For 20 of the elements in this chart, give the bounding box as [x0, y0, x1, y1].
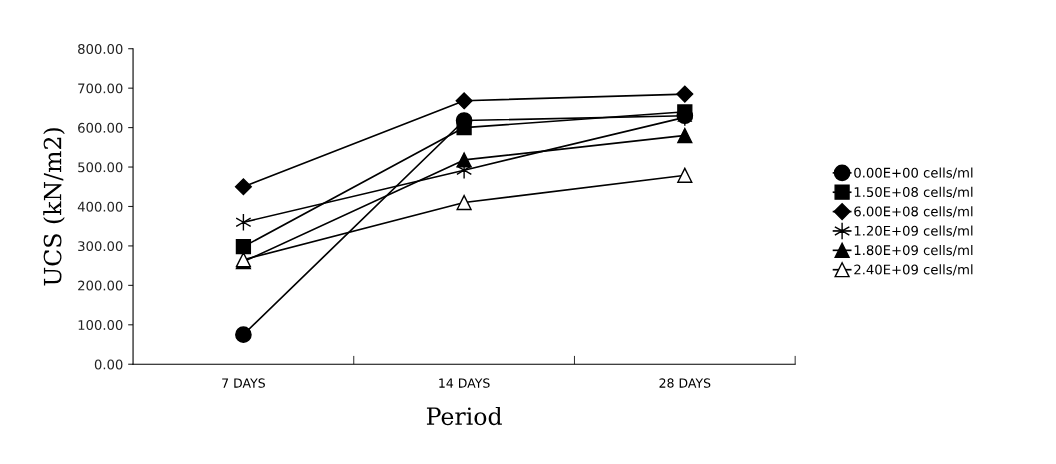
legend-label: 1.20E+09 cells/ml	[854, 225, 973, 237]
y-tick-label: 300.00	[78, 241, 123, 252]
legend-label: 6.00E+08 cells/ml	[854, 206, 973, 218]
y-tick-label: 200.00	[78, 280, 123, 291]
x-tick-label: 7 DAYS	[222, 378, 265, 388]
y-tick-label: 400.00	[77, 201, 123, 212]
x-tick-label: 28 DAYS	[659, 378, 711, 388]
y-tick-label: 100.00	[78, 320, 123, 330]
y-tick-label: 500.00	[78, 162, 123, 173]
y-tick-label: 800.00	[78, 43, 123, 54]
legend-label: 1.50E+08 cells/ml	[854, 186, 973, 199]
legend-label: 2.40E+09 cells/ml	[854, 264, 973, 276]
legend-label: 1.80E+09 cells/ml	[854, 244, 973, 257]
y-axis-title: UCS (kN/m2)	[43, 128, 65, 286]
y-tick-label: 0.00	[94, 359, 123, 370]
y-tick-label: 600.00	[78, 122, 123, 133]
y-tick-label: 700.00	[78, 83, 123, 94]
legend-label: 0.00E+00 cells/ml	[854, 167, 973, 179]
x-tick-label: 14 DAYS	[439, 378, 490, 388]
x-axis-title: Period	[426, 406, 502, 426]
